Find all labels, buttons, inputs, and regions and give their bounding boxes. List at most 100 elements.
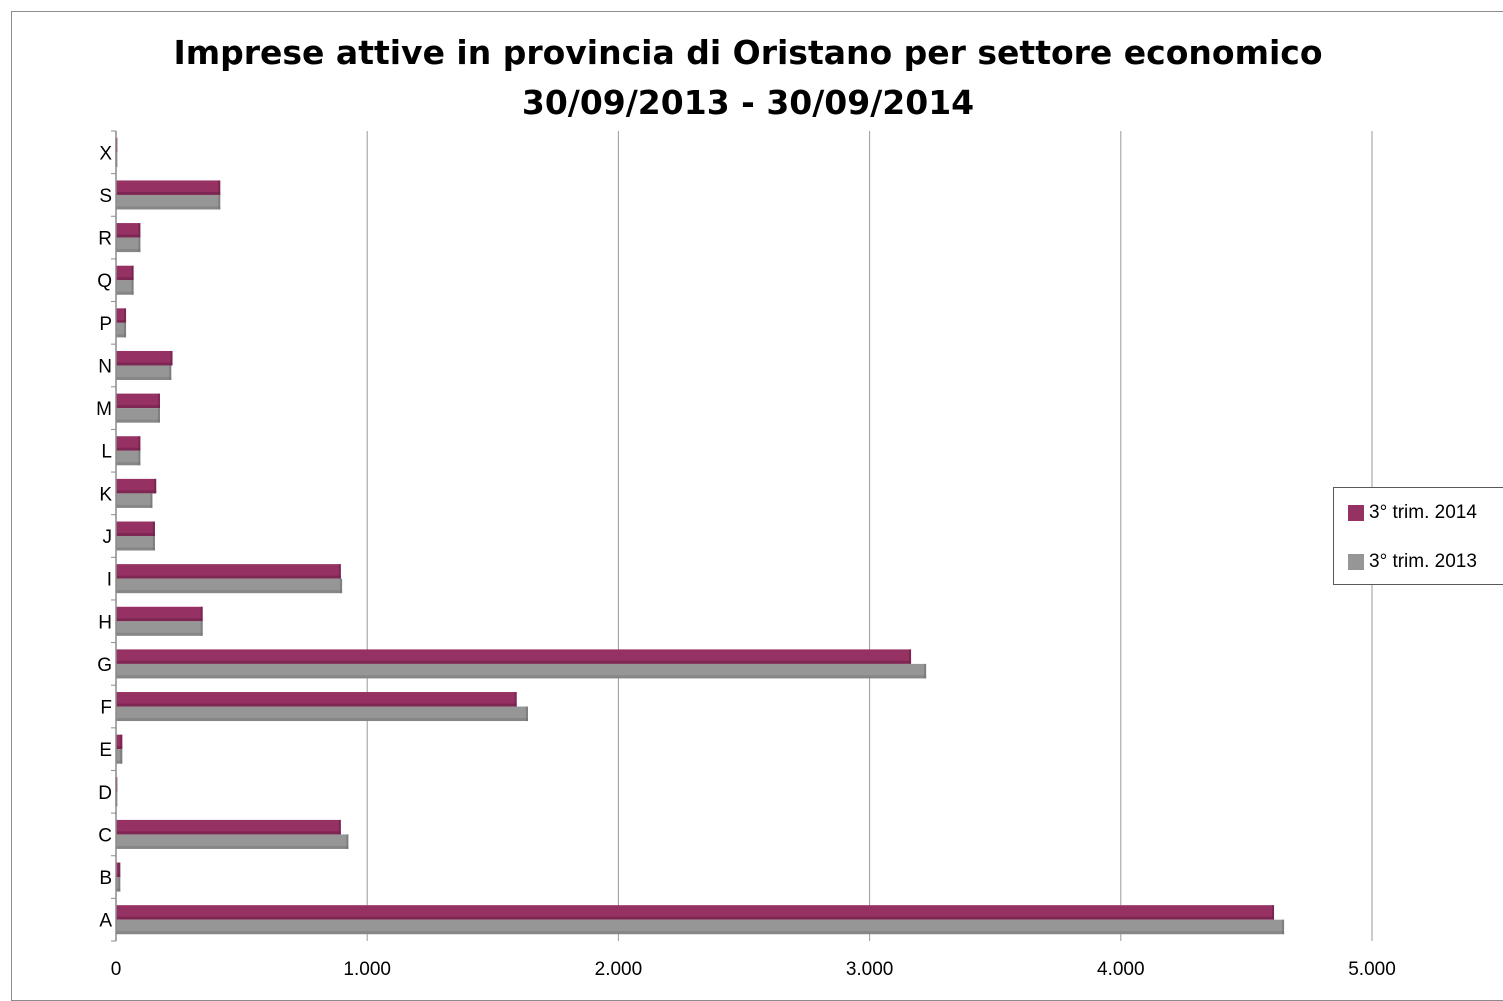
bar-A-series-0 bbox=[116, 905, 1275, 920]
category-label-M: M bbox=[96, 399, 112, 420]
bar-E-series-1 bbox=[116, 749, 123, 764]
bar-shade-J-series-1 bbox=[116, 547, 155, 551]
bar-edge-K-series-1 bbox=[150, 493, 153, 508]
bar-edge-L-series-1 bbox=[138, 450, 141, 466]
bar-shade-K-series-1 bbox=[116, 504, 153, 508]
bar-edge-I-series-0 bbox=[338, 564, 341, 579]
bar-shade-M-series-0 bbox=[116, 405, 160, 409]
bar-S-series-0 bbox=[116, 180, 221, 195]
bar-H-series-1 bbox=[116, 621, 203, 636]
bar-Q-series-1 bbox=[116, 280, 134, 295]
bar-edge-R-series-1 bbox=[138, 237, 141, 253]
bar-Q-series-0 bbox=[116, 265, 134, 281]
bar-edge-B-series-0 bbox=[118, 862, 121, 878]
bar-shade-B-series-1 bbox=[116, 888, 121, 892]
bar-M-series-1 bbox=[116, 408, 160, 423]
bar-edge-S-series-0 bbox=[218, 180, 221, 195]
bar-B-series-1 bbox=[116, 877, 121, 892]
bar-edge-R-series-0 bbox=[138, 223, 141, 238]
chart-title-line-1: Imprese attive in provincia di Oristano … bbox=[173, 33, 1323, 72]
bar-shade-N-series-0 bbox=[116, 362, 173, 366]
bar-shade-K-series-0 bbox=[116, 490, 157, 494]
bar-edge-K-series-0 bbox=[154, 478, 157, 494]
bar-shade-A-series-1 bbox=[116, 931, 1285, 935]
bar-shade-A-series-0 bbox=[116, 916, 1275, 920]
bar-R-series-0 bbox=[116, 223, 141, 238]
legend-swatch-2014 bbox=[1348, 505, 1364, 521]
bar-edge-A-series-0 bbox=[1272, 905, 1275, 920]
bar-edge-J-series-0 bbox=[152, 521, 155, 536]
category-label-L: L bbox=[101, 442, 112, 463]
bar-F-series-0 bbox=[116, 692, 517, 707]
bar-B-series-0 bbox=[116, 862, 121, 878]
bar-C-series-1 bbox=[116, 834, 349, 849]
bar-shade-S-series-0 bbox=[116, 191, 221, 195]
bar-shade-S-series-1 bbox=[116, 206, 221, 210]
legend-swatch-2013 bbox=[1348, 554, 1364, 570]
category-label-K: K bbox=[99, 484, 112, 505]
bar-edge-M-series-0 bbox=[157, 393, 160, 409]
bar-C-series-0 bbox=[116, 819, 341, 835]
bar-edge-E-series-1 bbox=[120, 749, 123, 764]
bar-shade-G-series-1 bbox=[116, 675, 927, 679]
bar-shade-Q-series-1 bbox=[116, 291, 134, 295]
bar-shade-B-series-0 bbox=[116, 874, 121, 878]
bar-shade-F-series-1 bbox=[116, 718, 528, 722]
bar-shade-J-series-0 bbox=[116, 533, 155, 536]
bar-edge-H-series-0 bbox=[200, 606, 203, 622]
bar-shade-H-series-1 bbox=[116, 632, 203, 636]
bar-N-series-1 bbox=[116, 365, 172, 380]
x-tick-label-4: 4.000 bbox=[1097, 959, 1145, 980]
bar-shade-R-series-0 bbox=[116, 234, 141, 238]
bar-edge-N-series-0 bbox=[170, 350, 173, 366]
bar-edge-S-series-1 bbox=[218, 194, 221, 210]
category-label-J: J bbox=[103, 527, 113, 548]
category-label-I: I bbox=[107, 570, 112, 591]
bar-F-series-1 bbox=[116, 706, 528, 722]
bar-P-series-0 bbox=[116, 308, 127, 323]
bar-shade-I-series-1 bbox=[116, 590, 343, 594]
category-label-H: H bbox=[98, 612, 112, 633]
bar-N-series-0 bbox=[116, 350, 173, 366]
bar-shade-C-series-1 bbox=[116, 845, 349, 849]
bar-edge-G-series-0 bbox=[909, 649, 912, 664]
bar-shade-C-series-0 bbox=[116, 831, 341, 835]
bar-edge-G-series-1 bbox=[924, 663, 927, 679]
category-label-X: X bbox=[99, 143, 112, 164]
bar-edge-Q-series-1 bbox=[131, 280, 134, 295]
bar-shade-P-series-0 bbox=[116, 319, 127, 323]
bar-L-series-0 bbox=[116, 436, 141, 451]
bar-shade-Q-series-0 bbox=[116, 277, 134, 281]
category-label-F: F bbox=[100, 698, 112, 719]
x-tick-label-2: 2.000 bbox=[595, 959, 643, 980]
x-tick-label-1: 1.000 bbox=[343, 959, 391, 980]
bar-edge-A-series-1 bbox=[1282, 919, 1285, 935]
bar-shade-L-series-1 bbox=[116, 462, 141, 466]
x-tick-label-5: 5.000 bbox=[1348, 959, 1396, 980]
bar-shade-P-series-1 bbox=[116, 334, 127, 338]
bar-edge-E-series-0 bbox=[120, 734, 123, 750]
bar-edge-Q-series-0 bbox=[131, 265, 134, 281]
bar-edge-C-series-0 bbox=[338, 819, 341, 835]
bar-edge-P-series-1 bbox=[124, 322, 127, 338]
bar-edge-F-series-1 bbox=[525, 706, 528, 722]
bar-R-series-1 bbox=[116, 237, 141, 253]
legend-label-2014: 3° trim. 2014 bbox=[1369, 502, 1477, 523]
bar-P-series-1 bbox=[116, 322, 127, 338]
bar-shade-H-series-0 bbox=[116, 618, 203, 622]
bar-edge-J-series-1 bbox=[152, 536, 155, 551]
bar-shade-R-series-1 bbox=[116, 249, 141, 253]
bar-shade-G-series-0 bbox=[116, 660, 912, 664]
category-label-P: P bbox=[99, 314, 112, 335]
x-tick-label-3: 3.000 bbox=[846, 959, 894, 980]
category-label-S: S bbox=[99, 186, 112, 207]
bar-S-series-1 bbox=[116, 194, 221, 210]
bar-edge-I-series-1 bbox=[340, 578, 343, 594]
category-label-D: D bbox=[98, 783, 112, 804]
legend-label-2013: 3° trim. 2013 bbox=[1369, 551, 1477, 572]
bar-L-series-1 bbox=[116, 450, 141, 466]
bar-J-series-0 bbox=[116, 521, 155, 536]
category-label-N: N bbox=[98, 356, 112, 377]
bar-shade-N-series-1 bbox=[116, 376, 172, 380]
